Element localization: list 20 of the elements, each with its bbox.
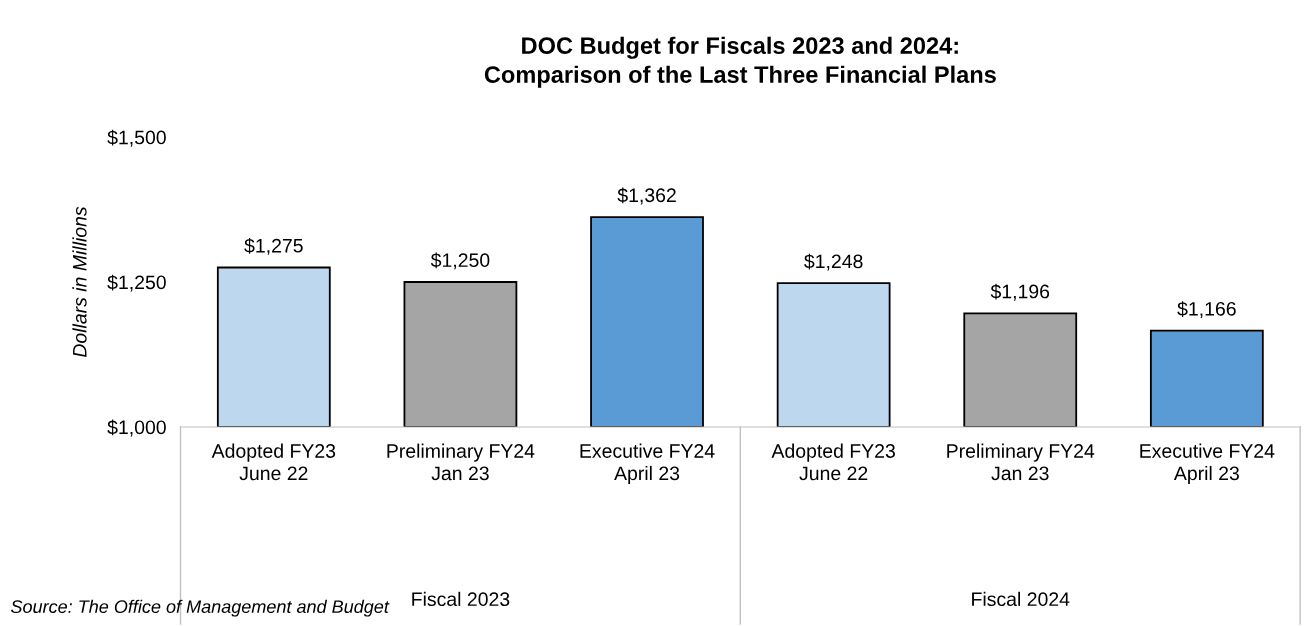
x-tick-label: Adopted FY23 June 22 — [211, 443, 336, 481]
x-tick-label: Adopted FY23 June 22 — [771, 443, 895, 481]
data-label: $1,362 — [617, 187, 676, 205]
data-label: $1,250 — [430, 252, 490, 270]
y-tick-label: $1,250 — [107, 274, 166, 292]
x-tick-label: Executive FY24 April 23 — [580, 443, 715, 485]
data-label: $1,248 — [804, 253, 863, 271]
data-label: $1,166 — [1177, 301, 1236, 319]
chart-title: DOC Budget for Fiscals 2023 and 2024: Comparison of the Last Three Financial Plans — [484, 36, 996, 88]
x-tick-label: Executive FY24 April 23 — [1140, 443, 1275, 485]
source-note: Source: The Office of Management and Budget — [10, 599, 390, 617]
text: Fiscal 2023 — [412, 591, 510, 607]
x-tick-label: Preliminary FY24 Jan 23 — [947, 443, 1095, 481]
data-label: $1,196 — [990, 283, 1050, 301]
data-label: $1,275 — [244, 237, 303, 255]
y-tick-label: $1,500 — [107, 129, 166, 147]
y-tick-label: $1,000 — [107, 419, 166, 437]
x-tick-label: Preliminary FY24 Jan 23 — [387, 443, 535, 481]
y-axis-title: Dollars in Millions — [72, 206, 87, 358]
text: Fiscal 2024 — [972, 591, 1070, 607]
